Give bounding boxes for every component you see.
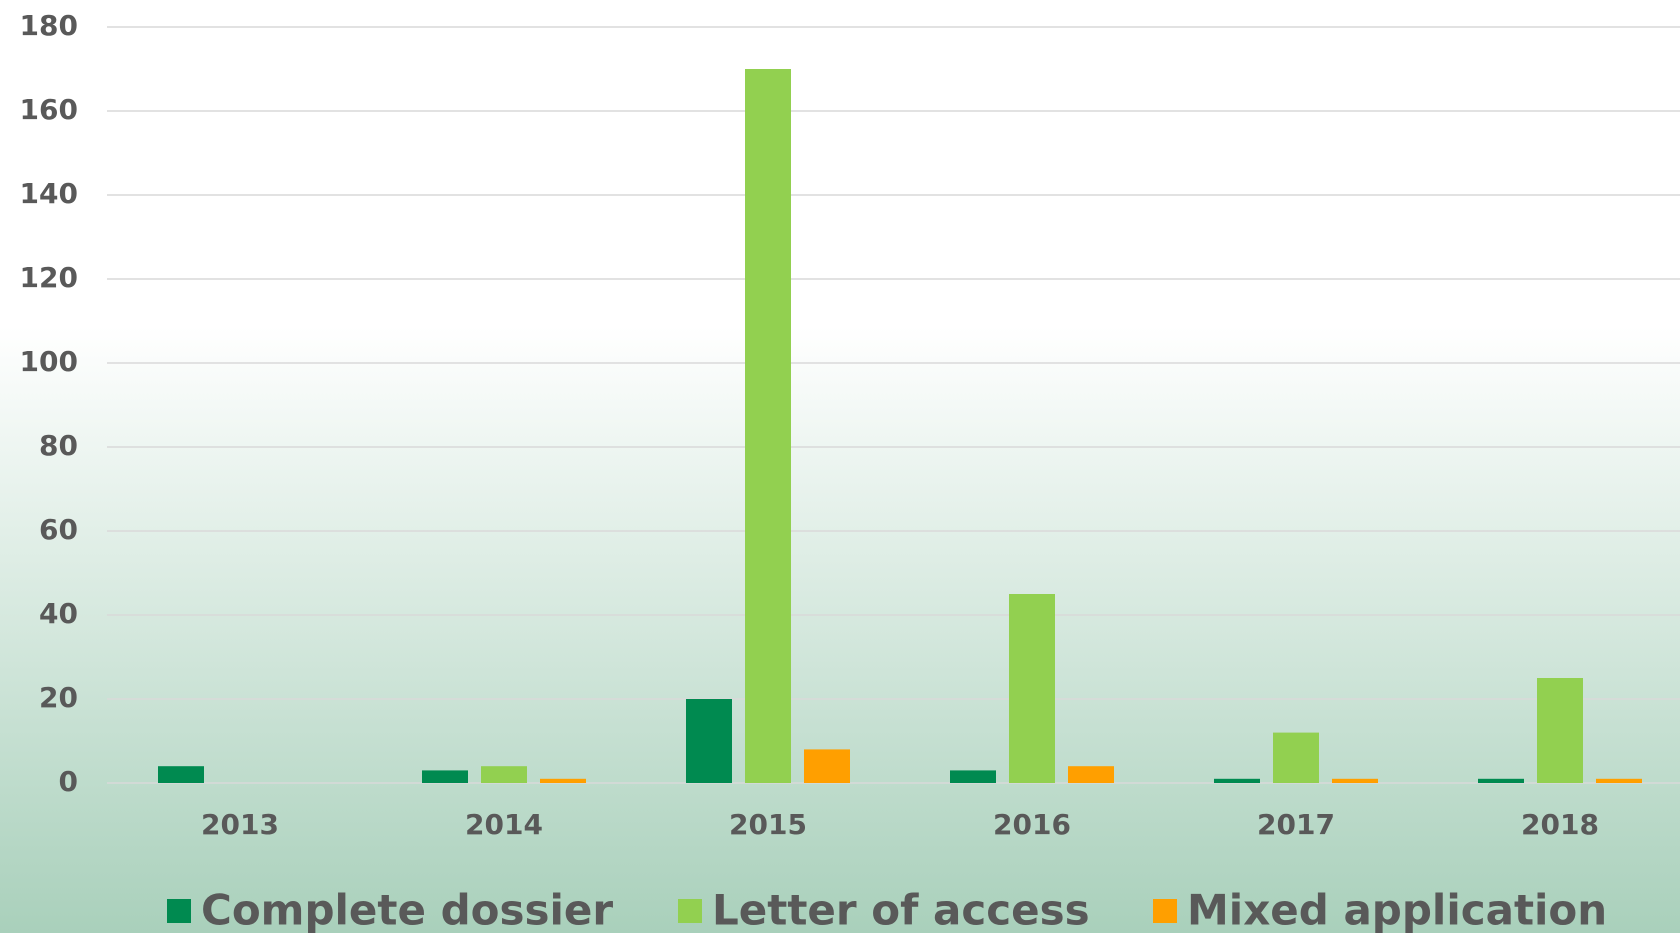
bar (1332, 778, 1378, 783)
x-tick-label: 2016 (993, 808, 1071, 841)
bar (804, 749, 850, 783)
x-tick-label: 2017 (1257, 808, 1335, 841)
legend-label: Mixed application (1187, 886, 1607, 933)
x-tick-label: 2013 (201, 808, 279, 841)
bar (1273, 732, 1319, 783)
bar (686, 699, 732, 783)
y-tick-label: 180 (20, 9, 78, 42)
bar (540, 778, 586, 783)
legend-swatch (1153, 899, 1177, 923)
x-tick-label: 2015 (729, 808, 807, 841)
bar (1214, 778, 1260, 783)
y-tick-label: 160 (20, 93, 78, 126)
y-tick-label: 120 (20, 261, 78, 294)
x-tick-label: 2014 (465, 808, 543, 841)
bar (1478, 778, 1524, 783)
bar (745, 69, 791, 783)
x-tick-label: 2018 (1521, 808, 1599, 841)
bar (158, 766, 204, 783)
legend-label: Complete dossier (201, 886, 613, 933)
bar (950, 770, 996, 783)
bar (1537, 678, 1583, 783)
y-tick-label: 80 (39, 429, 78, 462)
bar (481, 766, 527, 783)
y-tick-label: 60 (39, 513, 78, 546)
bar (1596, 778, 1642, 783)
legend-swatch (678, 899, 702, 923)
y-tick-label: 0 (59, 765, 78, 798)
legend-label: Letter of access (712, 886, 1090, 933)
bar (1009, 594, 1055, 783)
y-tick-label: 140 (20, 177, 78, 210)
legend-swatch (167, 899, 191, 923)
bar (1068, 766, 1114, 783)
y-tick-label: 20 (39, 681, 78, 714)
y-tick-label: 100 (20, 345, 78, 378)
y-tick-label: 40 (39, 597, 78, 630)
bar (422, 770, 468, 783)
